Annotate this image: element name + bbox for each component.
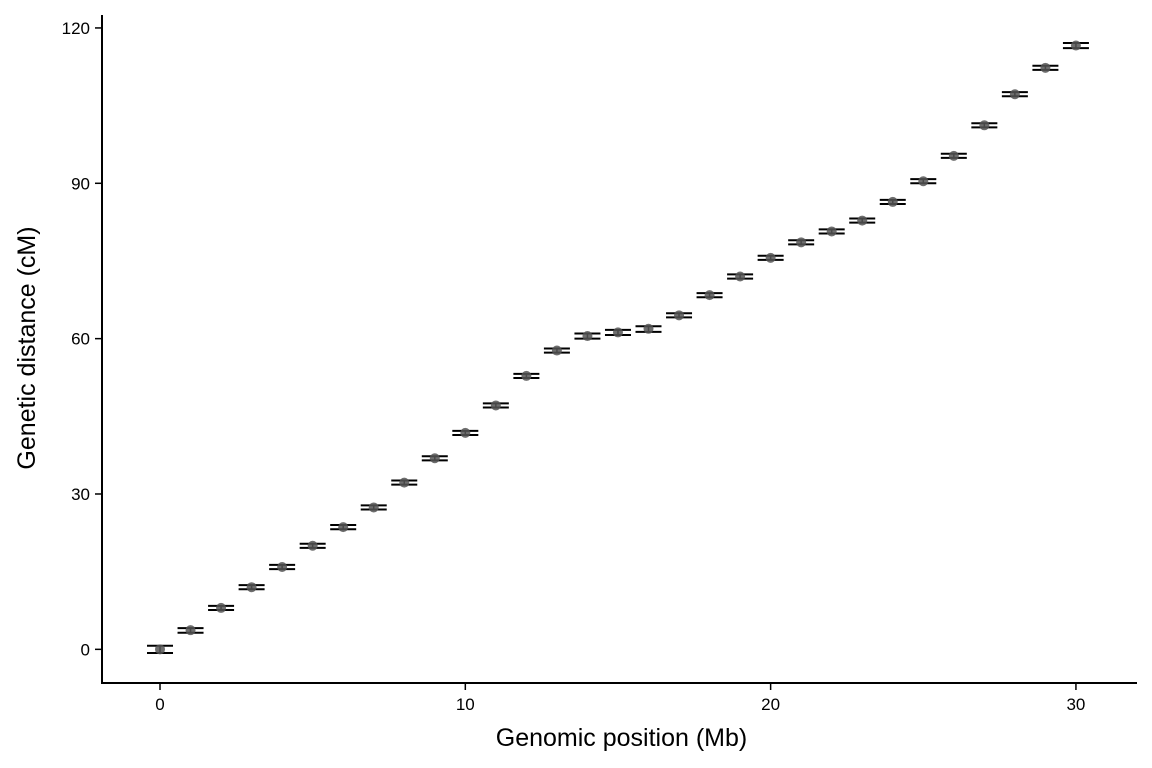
data-point (429, 453, 440, 464)
data-point (307, 540, 318, 551)
data-point (521, 370, 532, 381)
data-point (735, 271, 746, 282)
data-point (704, 290, 715, 301)
data-point (643, 323, 654, 334)
data-point (460, 427, 471, 438)
data-point (490, 400, 501, 411)
y-tick-label: 0 (81, 640, 90, 659)
data-point (674, 310, 685, 321)
data-point (796, 237, 807, 248)
data-point (918, 176, 929, 187)
data-point (612, 327, 623, 338)
data-point (1040, 62, 1051, 73)
data-point (551, 345, 562, 356)
data-point (826, 226, 837, 237)
data-marks (147, 40, 1089, 655)
x-tick-label: 10 (456, 695, 475, 714)
y-tick-label: 90 (71, 174, 90, 193)
data-point (155, 644, 166, 655)
data-point (216, 602, 227, 613)
x-tick-label: 30 (1066, 695, 1085, 714)
data-point (368, 502, 379, 513)
x-tick-label: 20 (761, 695, 780, 714)
x-axis-ticks: 0 10 20 30 (155, 683, 1085, 714)
data-point (1070, 40, 1081, 51)
data-point (246, 582, 257, 593)
y-axis-title: Genetic distance (cM) (13, 226, 41, 469)
data-point (765, 252, 776, 263)
data-point (979, 120, 990, 131)
x-axis-title: Genomic position (Mb) (496, 724, 747, 752)
y-tick-label: 120 (62, 19, 90, 38)
data-point (399, 477, 410, 488)
y-tick-label: 60 (71, 330, 90, 349)
data-point (338, 522, 349, 533)
data-point (185, 625, 196, 636)
data-point (1009, 89, 1020, 100)
x-tick-label: 0 (155, 695, 164, 714)
data-point (948, 150, 959, 161)
data-point (582, 331, 593, 342)
y-tick-label: 30 (71, 485, 90, 504)
data-point (857, 215, 868, 226)
data-point (277, 562, 288, 573)
y-axis-ticks: 0 30 60 90 120 (62, 19, 102, 659)
data-point (887, 196, 898, 207)
